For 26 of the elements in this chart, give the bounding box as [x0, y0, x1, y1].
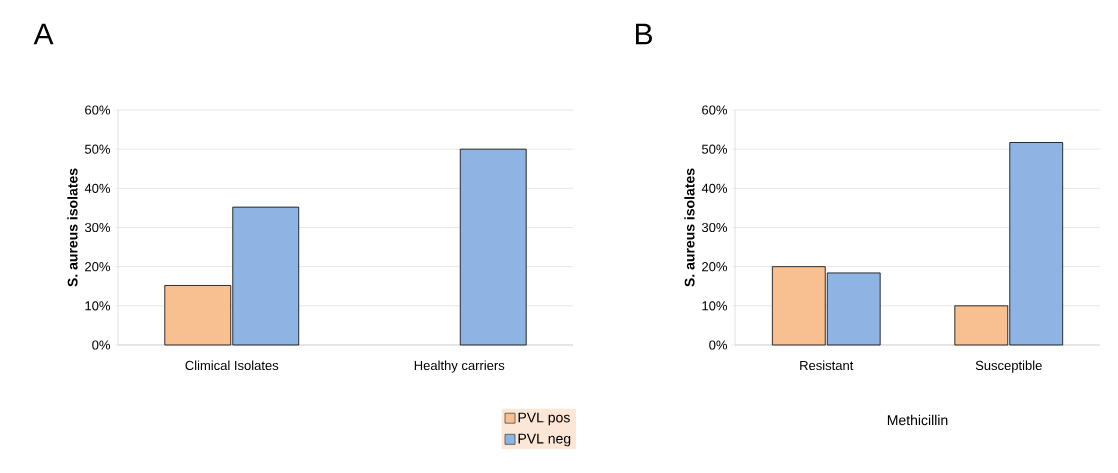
chart-title: B	[636, 23, 652, 45]
y-tick-label: 30%	[701, 222, 728, 233]
y-axis-title: S. aureus isolates	[684, 168, 695, 287]
y-tick-label: 20%	[702, 262, 728, 272]
x-tick-label: Resistant	[800, 360, 854, 371]
y-tick-label: 0%	[709, 340, 728, 350]
y-tick-label: 10%	[85, 301, 111, 311]
x-tick-label: Susceptible	[975, 360, 1042, 373]
y-axis-title: S. aureus isolates	[67, 168, 78, 287]
y-tick-label: 30%	[84, 222, 111, 233]
legend-label: PVL neg	[518, 433, 571, 447]
x-tick-label: Climical Isolates	[185, 360, 279, 371]
y-tick-label: 10%	[702, 301, 728, 311]
y-tick-label: 50%	[84, 144, 111, 154]
bar	[459, 148, 527, 346]
y-tick-label: 0%	[92, 340, 111, 350]
y-tick-label: 50%	[701, 144, 728, 154]
y-tick-label: 60%	[85, 105, 111, 115]
y-tick-label: 60%	[702, 105, 728, 115]
y-tick-label: 40%	[701, 183, 728, 193]
chart-title: A	[33, 23, 54, 45]
x-tick-label: Healthy carriers	[414, 360, 505, 373]
x-axis-title: Methicillin	[887, 414, 948, 426]
y-tick-label: 40%	[84, 183, 111, 193]
y-tick-label: 20%	[85, 262, 111, 272]
legend-label: PVL pos	[518, 412, 570, 426]
